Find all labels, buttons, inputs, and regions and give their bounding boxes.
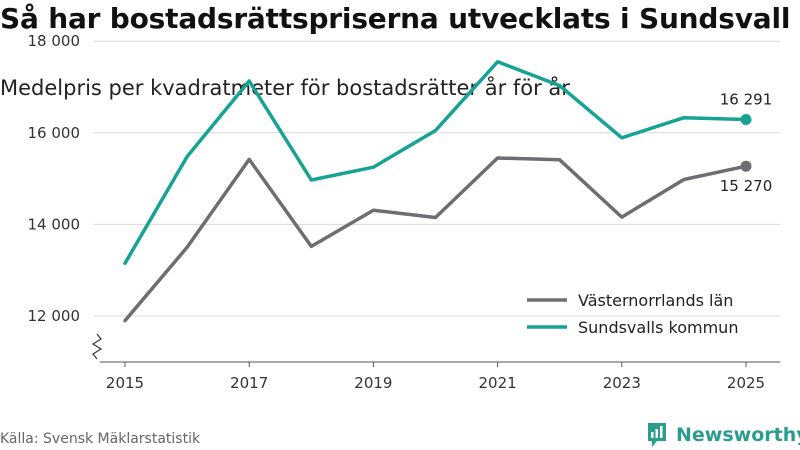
x-tick-label: 2015 xyxy=(106,374,144,392)
y-tick-label: 16 000 xyxy=(28,124,81,142)
series-end-marker xyxy=(740,113,752,125)
axis-break-icon xyxy=(91,333,103,360)
newsworthy-logo[interactable]: Newsworthy xyxy=(646,420,800,450)
x-tick-label: 2019 xyxy=(354,374,392,392)
series-end-label: 16 291 xyxy=(720,90,773,108)
series-line xyxy=(123,60,748,266)
source-note: Källa: Svensk Mäklarstatistik xyxy=(0,431,201,447)
legend-label: Västernorrlands län xyxy=(578,291,733,310)
y-tick-label: 18 000 xyxy=(28,32,81,50)
x-tick-label: 2021 xyxy=(479,374,517,392)
y-tick-label: 14 000 xyxy=(28,215,81,233)
legend-label: Sundsvalls kommun xyxy=(578,318,738,337)
x-tick-label: 2023 xyxy=(603,374,641,392)
series-end-label: 15 270 xyxy=(720,177,773,195)
brand-name: Newsworthy xyxy=(676,424,800,446)
x-tick-label: 2025 xyxy=(727,374,765,392)
x-tick-label: 2017 xyxy=(230,374,268,392)
series-line xyxy=(123,156,748,323)
series-end-marker xyxy=(740,160,752,172)
chart-title: Så har bostadsrättspriserna utvecklats i… xyxy=(0,2,791,35)
newsworthy-icon xyxy=(648,423,666,447)
y-tick-label: 12 000 xyxy=(28,307,81,325)
